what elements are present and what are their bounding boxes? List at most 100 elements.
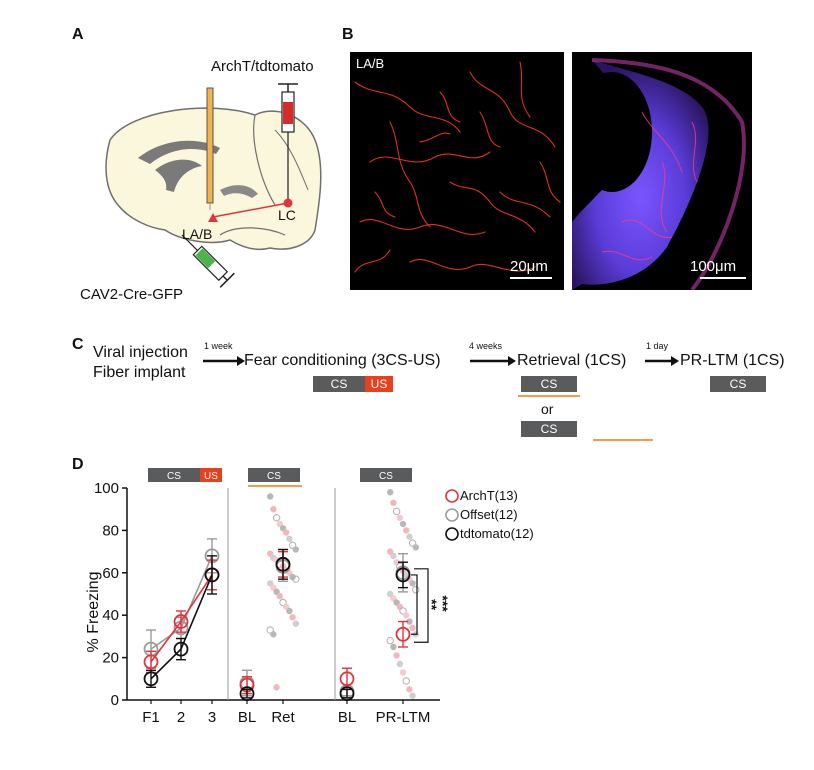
retrieval-cs-box-2: CS [521,421,577,437]
sig-stars-1: ** [424,599,440,610]
legend-archt-label: ArchT(13) [460,488,518,503]
syringe-bottom-icon [181,234,235,288]
panel-letter-a: A [72,26,84,43]
y-tick-label: 100 [94,480,119,497]
legend-offset-label: Offset(12) [460,507,518,522]
individual-point [292,620,299,627]
region-lab-label: LA/B [182,226,213,242]
individual-point [412,544,419,551]
fc-cs-box: CS [313,376,365,392]
individual-point [286,535,293,543]
mean-marker [143,671,159,687]
individual-point [270,506,277,513]
individual-point [396,660,403,668]
individual-point [403,612,410,619]
interval-2-label: 4 weeks [469,341,503,351]
individual-point [409,692,416,699]
sig-bracket-2 [414,568,429,643]
arrow-3-icon [645,356,679,366]
mean-marker [339,671,355,687]
freezing-chart: CS US CS CS % Freezing 0 20 40 60 80 100 F1 2 3 B… [85,468,451,726]
individual-point [406,533,413,540]
panel-letter-c: C [72,336,84,353]
mean-marker [143,654,159,670]
mean-marker [395,567,411,583]
individual-point [387,489,394,496]
mean-marker [339,686,355,702]
retrieval-cs-box-1: CS [521,376,577,392]
y-axis-label: % Freezing [85,572,102,653]
individual-point [273,684,280,691]
legend-tdtomato-label: tdtomato(12) [460,526,534,541]
individual-point [392,507,401,516]
brain-schematic [105,83,322,288]
micrograph-lc [572,52,752,290]
interval-1-label: 1 week [204,341,233,351]
fc-us-box: US [365,376,393,392]
individual-point [288,541,297,549]
x-tick-label: 3 [208,709,216,726]
individual-point [403,527,410,534]
individual-point [412,586,420,594]
individual-point [267,493,274,500]
individual-point [279,598,287,607]
y-tick-label: 80 [102,522,119,539]
individual-point [292,546,299,553]
mean-marker [173,641,189,657]
individual-point [390,552,397,560]
individual-point [396,514,403,521]
scale-bar-left [510,277,552,279]
x-tick-label: BL [238,709,256,726]
chart-cs-label-ret: CS [267,471,281,482]
step-retrieval: Retrieval (1CS) [517,352,627,369]
chart-cs-label-fc: CS [167,471,181,482]
individual-point [292,575,300,583]
chart-cs-box-pr [360,468,412,482]
interval-3-label: 1 day [646,341,669,351]
individual-point [390,643,397,651]
mean-marker [173,614,189,629]
lc-staining [572,58,746,290]
individual-point [386,636,394,645]
lc-marker [283,198,293,208]
panel-letter-d: D [72,456,84,473]
arrow-1-icon [203,356,245,366]
sig-stars-2: *** [435,595,451,612]
individual-point [272,513,281,522]
optic-fiber [206,87,214,204]
scale-label-right: 100μm [690,258,737,275]
region-lc-label: LC [278,207,296,223]
individual-point [408,539,417,547]
individual-point [266,626,274,634]
y-tick-label: 40 [102,607,119,624]
y-tick-label: 0 [111,692,119,709]
individual-point [399,607,407,615]
individual-point [409,624,416,632]
x-tick-label: Ret [271,709,295,726]
virus-archt-label: ArchT/tdtomato [211,58,314,75]
individual-point [406,686,413,693]
chart-cs-box-fc [148,468,200,482]
individual-point [289,614,296,621]
individual-point [399,520,407,528]
individual-point [393,652,400,659]
individual-point [409,580,416,587]
prltm-cs-box: CS [710,376,766,392]
x-tick-label: PR-LTM [376,709,431,726]
individual-point [286,607,293,615]
chart-cs-label-pr: CS [379,471,393,482]
individual-point [276,592,283,600]
x-tick-label: F1 [142,709,160,726]
legend-offset-marker [445,508,459,522]
or-label: or [541,401,554,417]
sig-bracket-1 [411,574,418,635]
step-viral-injection: Viral injection [93,344,188,361]
step-fear-conditioning: Fear conditioning (3CS-US) [244,352,441,369]
y-tick-label: 60 [102,565,119,582]
individual-point [402,677,410,685]
mean-marker [395,626,411,642]
mean-marker [239,686,255,702]
lab-marker [208,213,218,222]
individual-point [396,603,403,610]
x-tick-label: BL [338,709,356,726]
